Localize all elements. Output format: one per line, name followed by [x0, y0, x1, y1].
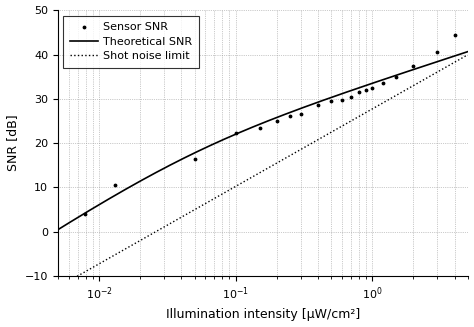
Shot noise limit: [374, 104, 380, 108]
Theoretical SNR: [372, 80, 377, 84]
Shot noise limit: [337, 126, 342, 129]
Sensor SNR: [452, 33, 457, 37]
Shot noise limit: [382, 100, 388, 104]
Shot noise limit: [221, 191, 227, 195]
X-axis label: Illumination intensity [μW/cm²]: Illumination intensity [μW/cm²]: [166, 308, 360, 321]
Sensor SNR: [363, 88, 369, 92]
Shot noise limit: [236, 183, 241, 187]
Sensor SNR: [410, 64, 416, 68]
Sensor SNR: [191, 157, 197, 161]
Line: Theoretical SNR: Theoretical SNR: [45, 52, 468, 238]
Sensor SNR: [274, 119, 280, 123]
Sensor SNR: [380, 81, 386, 85]
Sensor SNR: [348, 95, 354, 98]
Theoretical SNR: [379, 78, 385, 82]
Sensor SNR: [287, 114, 293, 118]
Sensor SNR: [435, 50, 440, 54]
Sensor SNR: [328, 99, 334, 103]
Sensor SNR: [393, 75, 399, 78]
Sensor SNR: [356, 90, 362, 94]
Shot noise limit: [465, 53, 471, 57]
Sensor SNR: [82, 212, 88, 216]
Sensor SNR: [298, 112, 304, 116]
Shot noise limit: [97, 262, 102, 266]
Theoretical SNR: [85, 209, 91, 213]
Sensor SNR: [315, 103, 321, 107]
Shot noise limit: [55, 285, 61, 289]
Theoretical SNR: [465, 50, 471, 54]
Sensor SNR: [339, 98, 345, 102]
Theoretical SNR: [228, 134, 234, 138]
Theoretical SNR: [332, 94, 338, 98]
Y-axis label: SNR [dB]: SNR [dB]: [6, 115, 19, 171]
Legend: Sensor SNR, Theoretical SNR, Shot noise limit: Sensor SNR, Theoretical SNR, Shot noise …: [64, 16, 199, 68]
Sensor SNR: [112, 183, 118, 187]
Line: Sensor SNR: Sensor SNR: [82, 32, 457, 216]
Sensor SNR: [257, 126, 263, 129]
Sensor SNR: [369, 86, 375, 90]
Sensor SNR: [233, 131, 238, 135]
Theoretical SNR: [213, 141, 219, 145]
Theoretical SNR: [42, 236, 47, 240]
Line: Shot noise limit: Shot noise limit: [58, 55, 468, 287]
